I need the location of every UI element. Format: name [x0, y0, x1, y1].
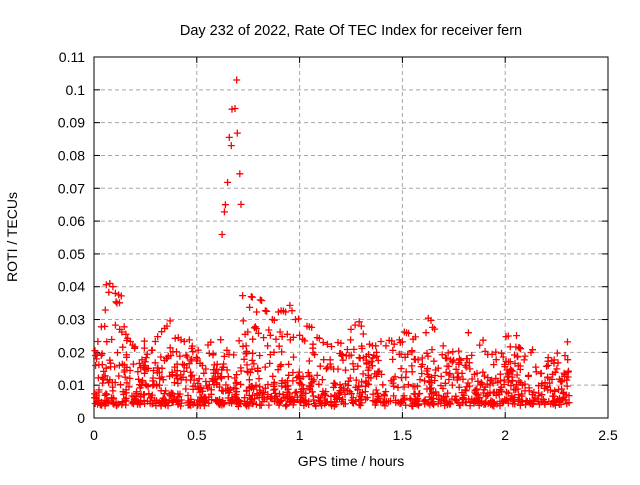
x-tick-label: 1.5: [393, 427, 413, 443]
y-tick-label: 0.03: [58, 312, 85, 328]
y-tick-label: 0.01: [58, 377, 85, 393]
y-tick-label: 0.07: [58, 180, 85, 196]
grid-lines: [94, 57, 608, 418]
chart-title: Day 232 of 2022, Rate Of TEC Index for r…: [180, 23, 522, 39]
x-tick-label: 0.5: [187, 427, 207, 443]
plot-border: [93, 56, 609, 419]
y-tick-label: 0.1: [66, 82, 86, 98]
y-tick-label: 0.08: [58, 147, 85, 163]
y-axis-label: ROTI / TECUs: [4, 192, 20, 282]
y-tick-label: 0.06: [58, 213, 85, 229]
y-tick-label: 0.09: [58, 115, 85, 131]
y-tick-label: 0.02: [58, 344, 85, 360]
x-tick-label: 1: [296, 427, 304, 443]
data-points-roti: [91, 76, 573, 410]
tick-labels: 0 0.5 1 1.5 2 2.5 0 0.01 0.02 0.03 0.04 0.05 0.06 0.0…: [58, 49, 618, 443]
y-tick-label: 0.05: [58, 246, 85, 262]
y-tick-label: 0: [77, 410, 85, 426]
y-tick-label: 0.04: [58, 279, 85, 295]
y-tick-label: 0.11: [59, 49, 85, 65]
x-axis-label: GPS time / hours: [298, 453, 405, 469]
x-tick-label: 2: [501, 427, 509, 443]
x-tick-label: 2.5: [598, 427, 618, 443]
x-tick-label: 0: [90, 427, 98, 443]
